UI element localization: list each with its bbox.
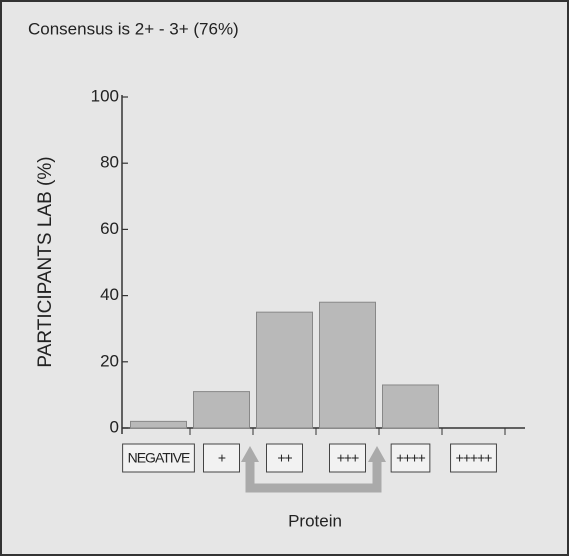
x-tick-label: +++ xyxy=(337,450,359,466)
bar xyxy=(193,391,250,429)
y-tick-label: 100 xyxy=(91,86,119,105)
category-box xyxy=(450,443,497,473)
chart-title: Consensus is 2+ - 3+ (76%) xyxy=(28,19,239,38)
bar xyxy=(382,384,439,429)
y-tick-label: 80 xyxy=(100,153,119,172)
y-tick-label: 40 xyxy=(100,285,119,304)
bar xyxy=(319,301,376,429)
y-tick-label: 20 xyxy=(100,351,119,370)
category-box xyxy=(390,443,431,473)
category-box xyxy=(266,443,303,473)
x-tick-label: NEGATIVE xyxy=(128,450,190,466)
x-tick-label: + xyxy=(218,450,226,466)
y-tick-label: 0 xyxy=(110,417,119,436)
bar xyxy=(256,311,313,429)
x-tick-label: ++++ xyxy=(396,450,426,466)
x-tick-label: ++ xyxy=(277,450,292,466)
x-tick-label: +++++ xyxy=(456,450,493,466)
y-tick-label: 60 xyxy=(100,219,119,238)
y-axis-label: PARTICIPANTS LAB (%) xyxy=(35,156,56,367)
bar xyxy=(130,420,187,429)
x-axis-label: Protein xyxy=(288,511,342,530)
consensus-arrow xyxy=(245,458,382,493)
category-box xyxy=(329,443,366,473)
arrow-heads xyxy=(241,446,386,462)
category-box xyxy=(203,443,240,473)
category-box xyxy=(122,443,195,473)
